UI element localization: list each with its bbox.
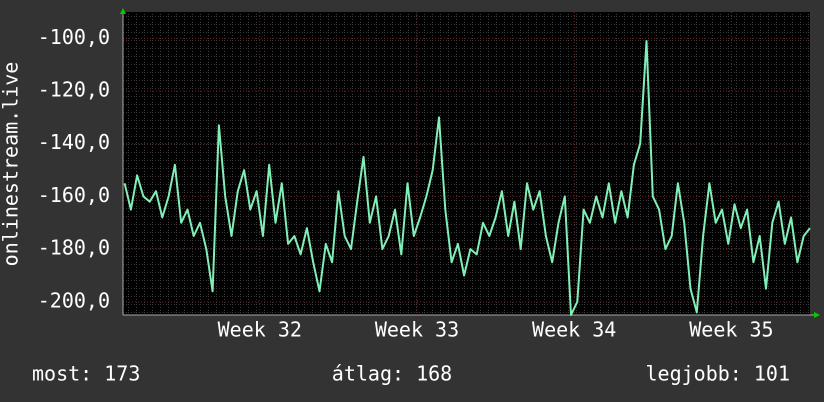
stat-best: legjobb: 101 [646, 362, 791, 386]
y-tick-label: -120,0 [38, 78, 110, 102]
y-tick-label: -200,0 [38, 288, 110, 312]
y-axis-arrow [120, 8, 126, 14]
x-tick-label: Week 32 [218, 318, 302, 342]
y-tick-label: -180,0 [38, 236, 110, 260]
y-axis-label: onlinestream.live [0, 62, 23, 267]
y-tick-label: -140,0 [38, 130, 110, 154]
x-tick-label: Week 33 [375, 318, 459, 342]
y-tick-label: -100,0 [38, 25, 110, 49]
stat-current: most: 173 [32, 362, 140, 386]
x-tick-label: Week 35 [689, 318, 773, 342]
data-line [123, 40, 811, 316]
y-tick-label: -160,0 [38, 183, 110, 207]
x-tick-label: Week 34 [532, 318, 616, 342]
stat-average: átlag: 168 [332, 362, 452, 386]
x-axis-arrow [814, 312, 820, 318]
